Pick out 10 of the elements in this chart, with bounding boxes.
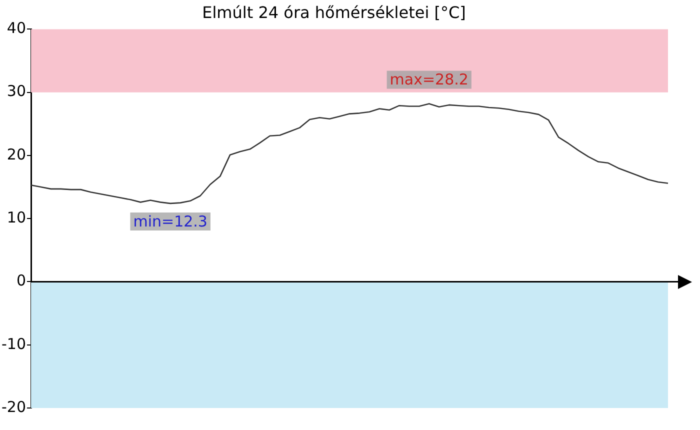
y-tick-label: 0 [16,272,26,290]
y-tick-label: -20 [2,398,26,416]
chart-title: Elmúlt 24 óra hőmérsékletei [°C] [202,2,466,22]
y-tick-label: 20 [6,145,26,164]
y-tick-label: -10 [2,334,26,353]
annotation: min=12.3 [133,212,208,230]
y-tick-label: 10 [6,208,26,226]
annotation: max=28.2 [390,70,468,89]
y-tick-label: 40 [6,19,26,38]
y-tick-label: 30 [6,82,26,100]
